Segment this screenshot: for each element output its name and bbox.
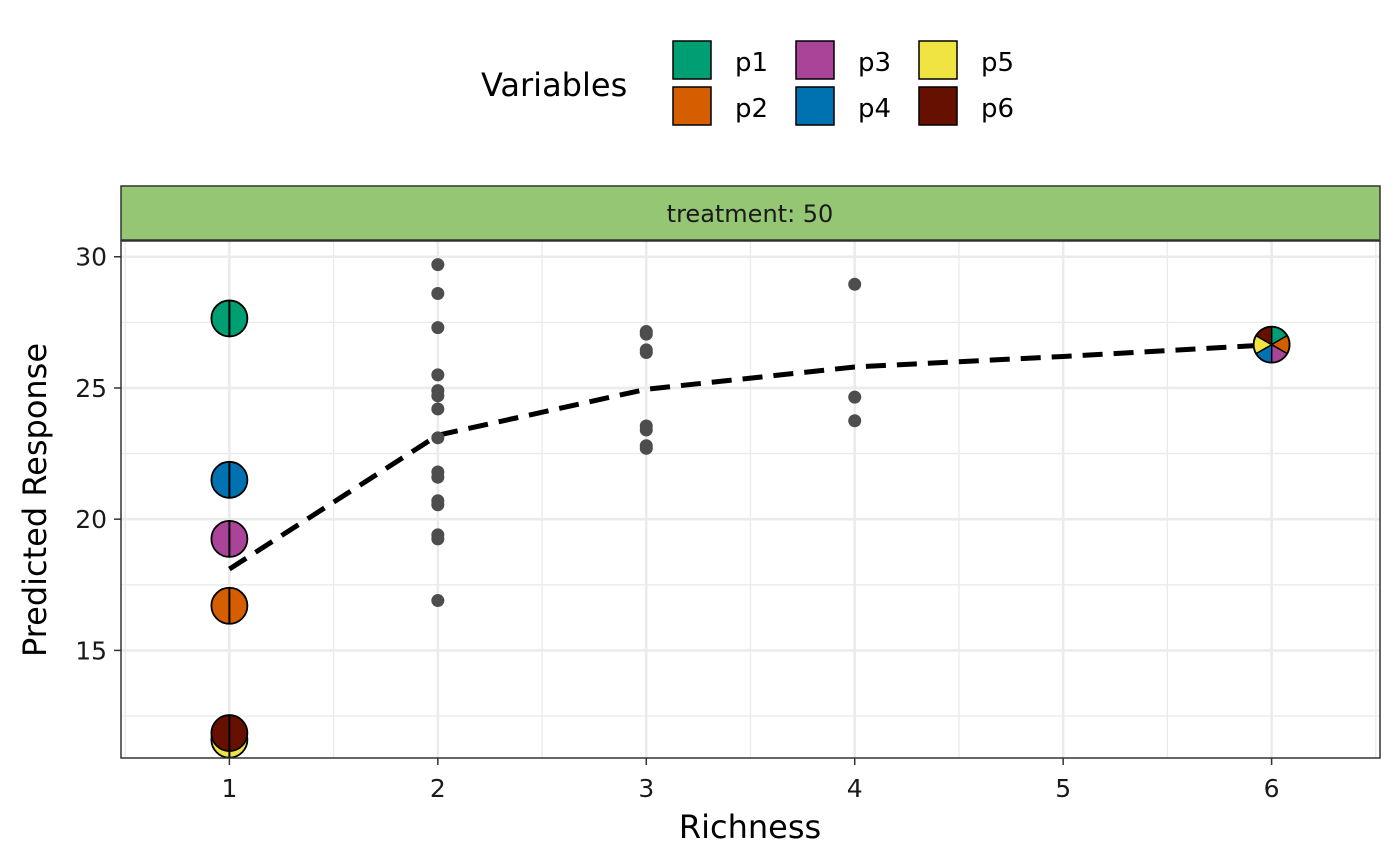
facet-strip-background <box>120 185 1381 241</box>
legend-key-p5 <box>918 40 958 80</box>
mixture-point <box>848 277 862 291</box>
mixture-point <box>431 258 445 272</box>
y-tick-label: 20 <box>75 505 107 534</box>
monoculture-points <box>210 299 249 759</box>
mean-line-layer <box>228 342 1272 572</box>
mixture-point <box>431 594 445 608</box>
legend-label-p2: p2 <box>735 94 768 124</box>
mixture-point <box>431 402 445 416</box>
mixture-point <box>431 368 445 382</box>
mixture-point <box>431 321 445 335</box>
x-tick-label: 2 <box>430 774 446 803</box>
x-axis-title: Richness <box>679 808 821 846</box>
legend-title: Variables <box>481 66 627 104</box>
x-tick-label: 5 <box>1055 774 1071 803</box>
legend-key-p2 <box>672 86 712 126</box>
y-tick-label: 30 <box>75 243 107 272</box>
mixture-point <box>848 390 862 404</box>
x-axis: 1 2 3 4 5 6 <box>221 758 1280 803</box>
legend-key-p6 <box>918 86 958 126</box>
full-mixture-pie <box>1252 325 1291 364</box>
legend-label-p1: p1 <box>735 48 768 78</box>
legend-entries: p1 p2 p3 p4 p5 p6 <box>672 40 1014 126</box>
mixture-point <box>639 441 653 455</box>
mixture-point <box>848 414 862 428</box>
full-mixture-outline <box>1252 325 1291 364</box>
x-tick-label: 4 <box>847 774 863 803</box>
mixture-point <box>639 327 653 341</box>
x-tick-label: 6 <box>1264 774 1280 803</box>
legend-label-p6: p6 <box>981 94 1014 124</box>
mixture-point <box>431 286 445 300</box>
mixture-point <box>639 423 653 437</box>
mixture-point <box>431 498 445 512</box>
mixture-point <box>431 470 445 484</box>
mixture-point <box>431 532 445 546</box>
mixture-point <box>431 431 445 445</box>
mixture-point <box>639 346 653 360</box>
x-tick-label: 3 <box>638 774 654 803</box>
y-tick-label: 15 <box>75 636 107 665</box>
legend-key-p4 <box>795 86 835 126</box>
mixture-point <box>431 389 445 403</box>
legend: Variables p1 p2 p3 p4 p5 p6 <box>481 40 1014 126</box>
legend-label-p5: p5 <box>981 48 1014 78</box>
mixture-points <box>431 258 862 608</box>
facet-strip: treatment: 50 <box>120 185 1381 241</box>
x-tick-label: 1 <box>221 774 237 803</box>
y-tick-label: 25 <box>75 374 107 403</box>
facet-strip-label: treatment: 50 <box>667 200 834 228</box>
y-axis: 15 20 25 30 <box>75 243 121 665</box>
legend-key-p1 <box>672 40 712 80</box>
legend-key-p3 <box>795 40 835 80</box>
mean-line <box>228 342 1272 572</box>
legend-label-p3: p3 <box>858 48 891 78</box>
plot-panel-border <box>120 240 1381 759</box>
legend-label-p4: p4 <box>858 94 891 124</box>
y-axis-title: Predicted Response <box>16 343 54 657</box>
